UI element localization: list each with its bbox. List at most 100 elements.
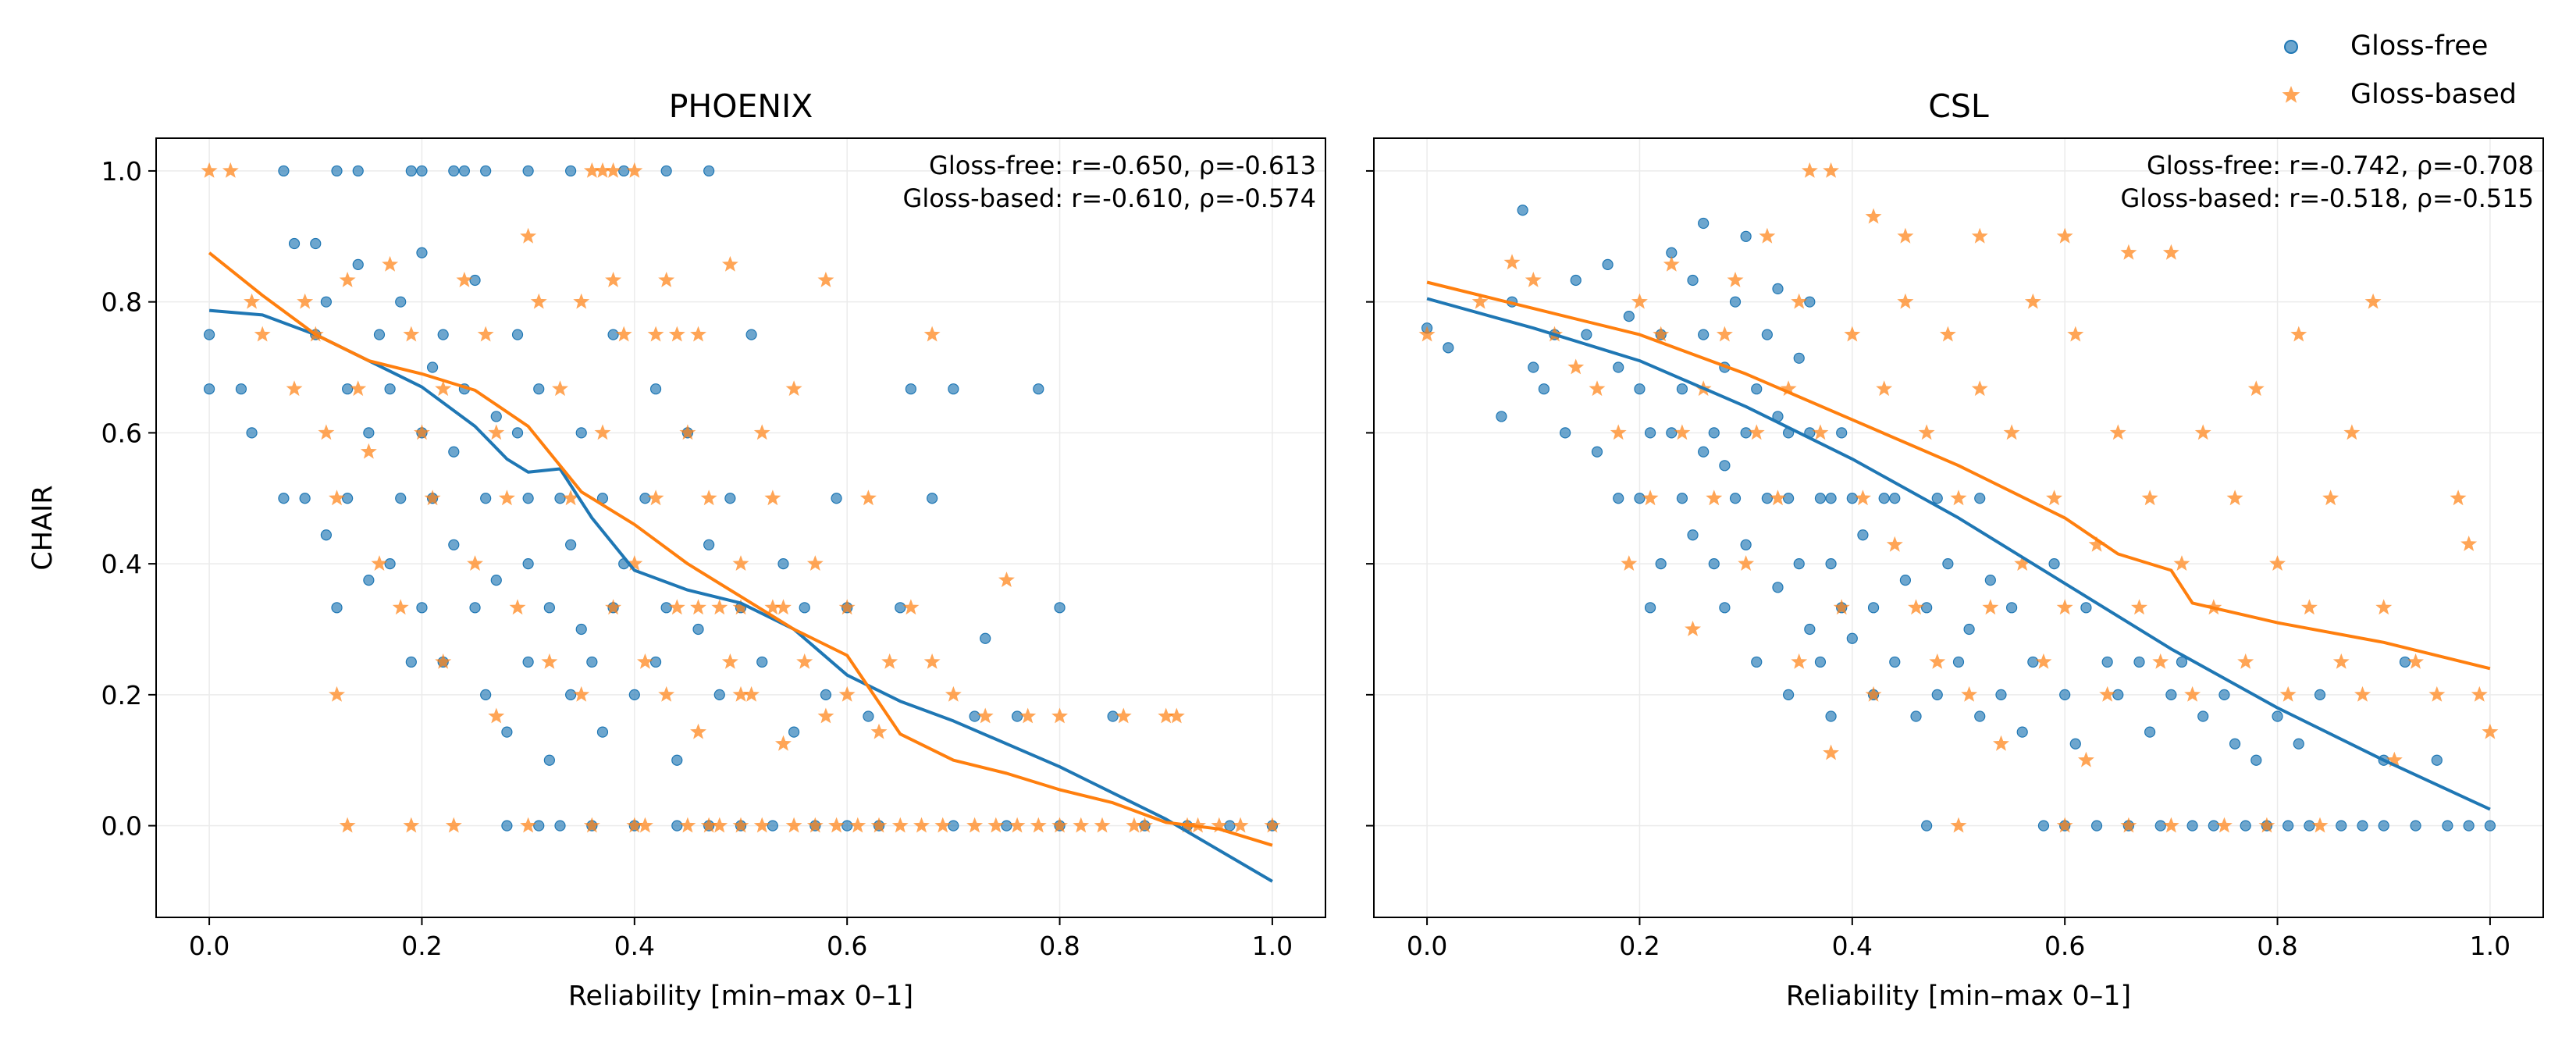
phoenix-x-tick-label-3: 0.6: [827, 931, 867, 961]
phoenix-gloss-based-point-102: [1094, 817, 1111, 833]
csl-gloss-free-point-25: [1676, 383, 1688, 395]
phoenix-gloss-free-point-71: [649, 383, 662, 395]
csl-gloss-based-points: [1418, 162, 2499, 833]
csl-gloss-free-point-11: [1591, 446, 1603, 458]
csl-gloss-based-point-61: [2141, 490, 2158, 506]
csl-gloss-free-point-57: [1846, 632, 1858, 644]
phoenix-gloss-based-point-21: [435, 653, 452, 669]
csl-gloss-based-point-30: [1833, 599, 1850, 615]
csl-x-axis-label: Reliability [min–max 0–1]: [1786, 981, 2131, 1012]
csl-gloss-based-point-83: [2364, 293, 2382, 309]
csl-gloss-based-point-55: [2078, 751, 2094, 767]
phoenix-y-tick-label-5: 1.0: [101, 156, 142, 187]
phoenix-gloss-free-point-37: [469, 602, 481, 614]
phoenix-gloss-based-point-48: [647, 490, 664, 506]
phoenix-gloss-based-point-14: [371, 555, 388, 571]
csl-gloss-free-point-51: [1814, 656, 1827, 668]
phoenix-gloss-free-point-43: [501, 820, 513, 831]
phoenix-gloss-based-point-35: [552, 380, 568, 397]
csl-gloss-free-point-12: [1602, 258, 1614, 270]
phoenix-gloss-free-point-63: [596, 726, 609, 738]
phoenix-gloss-free-point-113: [352, 165, 364, 177]
phoenix-gloss-free-point-39: [480, 493, 492, 504]
csl-gloss-based-point-9: [1631, 293, 1648, 309]
phoenix-gloss-free-point-76: [692, 623, 704, 636]
csl-gloss-free-point-9: [1570, 274, 1582, 287]
csl-gloss-based-point-96: [1865, 208, 1882, 224]
phoenix-gloss-based-point-81: [860, 490, 877, 506]
csl-annotation-gloss-free: Gloss-free: r=-0.742, ρ=-0.708: [2147, 151, 2534, 180]
csl-gloss-free-point-115: [1698, 217, 1710, 230]
phoenix-gloss-based-point-2: [244, 293, 260, 309]
phoenix-annotation-gloss-free: Gloss-free: r=-0.650, ρ=-0.613: [929, 151, 1316, 180]
phoenix-gloss-free-point-69: [639, 493, 651, 504]
phoenix-gloss-based-point-94: [987, 817, 1005, 833]
phoenix-gloss-free-point-59: [575, 623, 587, 636]
phoenix-gloss-based-point-119: [732, 599, 749, 615]
phoenix-gloss-free-point-100: [948, 383, 959, 395]
phoenix-gloss-free-point-87: [788, 726, 800, 738]
csl-gloss-based-point-39: [1929, 653, 1946, 669]
csl-gloss-free-point-39: [1751, 656, 1763, 668]
csl-gloss-based-point-10: [1642, 490, 1659, 506]
phoenix-y-tick-label-2: 0.4: [101, 549, 142, 579]
phoenix-gloss-based-point-86: [902, 599, 920, 615]
phoenix-gloss-based-point-57: [700, 490, 717, 506]
phoenix-gloss-based-point-54: [679, 817, 696, 833]
phoenix-gloss-based-point-9: [329, 685, 345, 702]
phoenix-gloss-based-point-75: [817, 707, 834, 724]
phoenix-gloss-based-point-30: [509, 599, 526, 615]
phoenix-gloss-based-point-60: [721, 653, 738, 669]
phoenix-gloss-free-point-74: [671, 754, 683, 766]
csl-gloss-based-point-50: [2035, 653, 2052, 669]
phoenix-gloss-based-point-15: [382, 255, 399, 272]
phoenix-gloss-based-point-100: [1051, 817, 1068, 833]
phoenix-gloss-based-point-116: [626, 162, 643, 178]
csl-gloss-free-point-78: [2048, 558, 2060, 570]
phoenix-gloss-free-point-88: [799, 602, 810, 614]
csl-gloss-based-point-35: [1886, 536, 1903, 552]
csl-gloss-based-point-62: [2152, 653, 2169, 669]
phoenix-grid: [156, 138, 1325, 917]
csl-gloss-free-point-96: [2229, 738, 2241, 750]
csl-gloss-free-point-101: [2282, 820, 2294, 831]
phoenix-gloss-free-point-47: [522, 558, 534, 570]
phoenix-gloss-based-point-7: [318, 424, 335, 440]
csl-gloss-free-point-16: [1634, 383, 1646, 395]
csl-gloss-free-point-123: [1931, 493, 1943, 504]
csl-gloss-based-point-2: [1503, 254, 1521, 270]
phoenix-gloss-based-point-117: [668, 326, 685, 342]
phoenix-gloss-based-point-104: [1126, 817, 1143, 833]
phoenix-gloss-based-point-101: [1073, 817, 1090, 833]
csl-gloss-free-point-82: [2080, 602, 2092, 614]
csl-gloss-free-point-92: [2186, 820, 2198, 831]
phoenix-gloss-free-point-3: [246, 427, 258, 439]
csl-gloss-free-point-19: [1644, 602, 1656, 614]
phoenix-gloss-free-point-38: [469, 274, 481, 287]
csl-gloss-based-point-67: [2194, 424, 2211, 440]
phoenix-gloss-free-point-106: [1054, 602, 1066, 614]
phoenix-gloss-based-point-115: [605, 162, 621, 178]
phoenix-gloss-free-point-96: [895, 602, 906, 614]
phoenix-gloss-based-point-23: [445, 817, 462, 833]
phoenix-axes-frame: [155, 137, 1326, 918]
phoenix-x-ticks: 0.0 0.2 0.4 0.6 0.8 1.0: [189, 917, 1293, 961]
phoenix-gloss-based-point-92: [966, 817, 984, 833]
phoenix-gloss-free-point-20: [384, 558, 396, 570]
csl-gloss-free-point-117: [1772, 283, 1784, 294]
phoenix-gloss-free-point-16: [352, 258, 364, 270]
phoenix-gloss-based-point-120: [775, 599, 792, 615]
csl-gloss-based-point-33: [1865, 685, 1882, 702]
phoenix-gloss-based-point-49: [647, 326, 664, 342]
phoenix-gloss-based-point-118: [690, 599, 706, 615]
csl-gloss-based-point-92: [1897, 227, 1914, 244]
csl-gloss-based-point-45: [1982, 599, 1999, 615]
phoenix-gloss-free-point-91: [831, 493, 842, 504]
csl-gloss-free-point-94: [2208, 820, 2219, 831]
phoenix-gloss-free-point-49: [522, 493, 534, 504]
phoenix-gloss-free-point-78: [703, 539, 715, 550]
phoenix-y-tick-label-4: 0.8: [101, 287, 142, 318]
phoenix-gloss-based-point-73: [806, 555, 824, 571]
csl-gloss-free-point-53: [1825, 710, 1837, 722]
legend: Gloss-free Gloss-based: [2282, 30, 2517, 110]
